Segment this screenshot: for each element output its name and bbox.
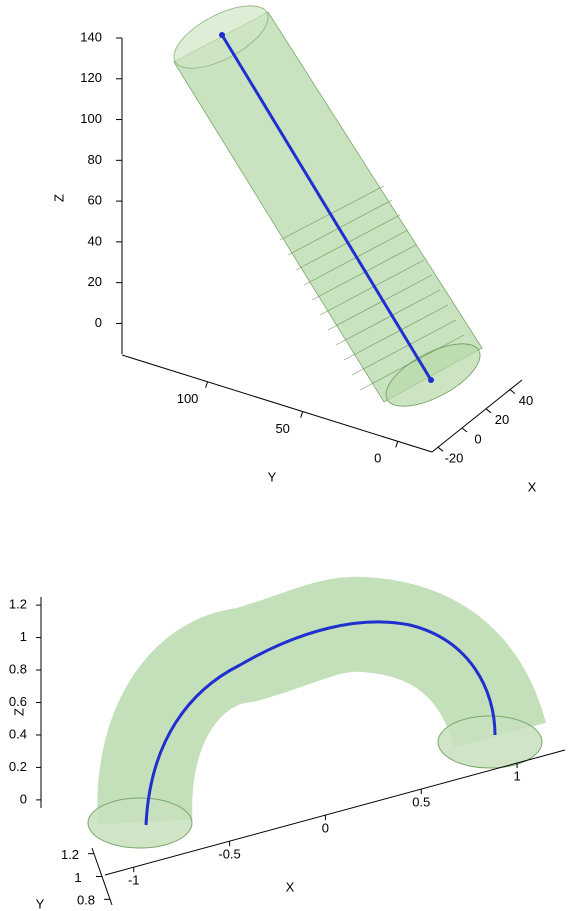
axes: -2002040X050100Y020406080100120140Z-1-0.… [9, 29, 566, 911]
x-tick [437, 446, 444, 452]
y-tick-label: 0.8 [77, 893, 95, 908]
x-tick-label: 0.5 [412, 795, 430, 810]
z-tick-label: 0.4 [9, 726, 27, 741]
x-tick [461, 427, 468, 433]
z-axis-label: Z [51, 194, 66, 202]
y-tick-label: 1 [74, 870, 81, 885]
z-tick-label: 0.2 [9, 759, 27, 774]
z-tick-label: 120 [80, 70, 102, 85]
y-tick-label: 0 [374, 451, 381, 466]
z-tick-label: 1 [20, 629, 27, 644]
y-tick-label: 1.2 [61, 847, 79, 862]
x-tick-label: 0 [474, 431, 481, 446]
x-tick [485, 408, 492, 414]
z-tick-label: 60 [88, 193, 102, 208]
tube-surface [173, 5, 483, 407]
y-axis [121, 354, 433, 453]
x-tick-label: 20 [495, 412, 509, 427]
z-tick-label: 0 [95, 315, 102, 330]
z-tick-label: 0.6 [9, 694, 27, 709]
tube-surface [87, 576, 546, 849]
z-tick-label: 140 [80, 29, 102, 44]
z-tick-label: 40 [88, 233, 102, 248]
x-tick-label: 0 [322, 821, 329, 836]
x-axis-label: X [528, 479, 537, 494]
y-axis-label: Y [268, 469, 277, 484]
z-axis-label: Z [11, 708, 26, 716]
y-axis-label: Y [36, 896, 45, 911]
z-tick-label: 100 [80, 111, 102, 126]
x-tick-label: -0.5 [218, 847, 240, 862]
x-tick [509, 389, 516, 394]
z-tick-label: 0.8 [9, 661, 27, 676]
x-tick-label: 40 [519, 393, 533, 408]
y-tick [300, 411, 304, 418]
y-tick [395, 441, 399, 448]
z-tick-label: 80 [88, 152, 102, 167]
x-axis [104, 749, 566, 876]
x-axis-label: X [286, 879, 295, 894]
x-tick-label: -20 [445, 451, 464, 466]
y-tick [205, 381, 209, 388]
z-tick-label: 0 [20, 791, 27, 806]
y-tick-label: 50 [275, 421, 289, 436]
x-tick-label: 1 [513, 768, 520, 783]
z-tick-label: 20 [88, 274, 102, 289]
z-tick-label: 1.2 [9, 597, 27, 612]
y-tick-label: 100 [177, 391, 199, 406]
x-axis [431, 379, 523, 453]
x-tick-label: -1 [128, 873, 140, 888]
